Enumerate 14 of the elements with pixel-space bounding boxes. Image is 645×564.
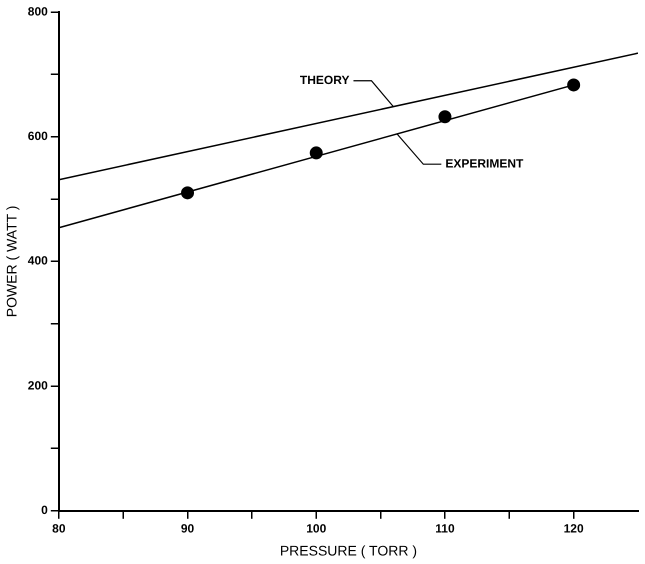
x-tick-label: 110 [435, 521, 455, 536]
x-tick-label: 80 [52, 521, 66, 536]
y-axis-title: POWER ( WATT ) [3, 206, 20, 318]
y-tick-label: 800 [28, 4, 48, 18]
y-tick-label: 600 [28, 129, 48, 144]
annotation: THEORY [300, 73, 350, 88]
y-tick-label: 200 [28, 378, 48, 392]
y-tick-label: 0 [41, 503, 48, 518]
x-axis-title: PRESSURE ( TORR ) [280, 542, 417, 558]
x-tick-label: 90 [180, 521, 195, 536]
x-tick-label: 120 [564, 521, 584, 536]
x-tick-label: 100 [306, 521, 327, 536]
annotation: EXPERIMENT [445, 156, 524, 171]
y-tick-label: 400 [28, 254, 48, 268]
